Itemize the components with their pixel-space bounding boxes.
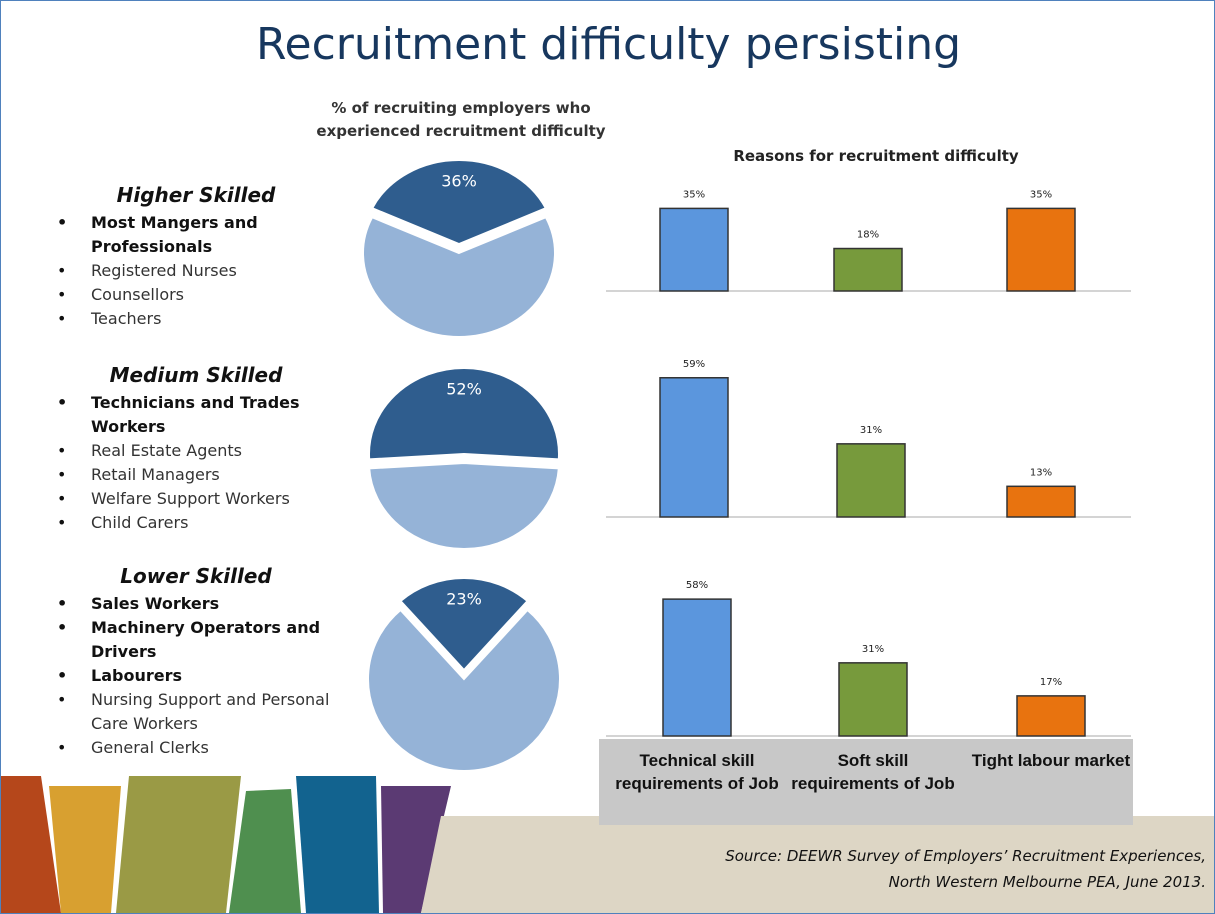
list-item: Labourers xyxy=(51,664,336,688)
group-heading: Lower Skilled xyxy=(51,564,341,588)
slice-label: 36% xyxy=(441,172,477,191)
bar xyxy=(663,599,731,736)
bar-value-label: 18% xyxy=(857,230,879,241)
bar-value-label: 13% xyxy=(1030,467,1052,478)
list-item: Machinery Operators and Drivers xyxy=(51,616,336,664)
decor xyxy=(49,786,121,913)
list-item: Counsellors xyxy=(51,283,336,307)
list-item: Most Mangers and Professionals xyxy=(51,211,336,259)
bar-value-label: 59% xyxy=(683,359,705,370)
bar xyxy=(1007,486,1075,517)
group-heading: Higher Skilled xyxy=(51,183,341,207)
item-list: Sales WorkersMachinery Operators and Dri… xyxy=(51,592,351,760)
bar xyxy=(1007,208,1075,291)
skill-group: Higher Skilled Most Mangers and Professio… xyxy=(51,183,351,331)
pie-title: % of recruiting employers who experience… xyxy=(291,97,631,143)
decor xyxy=(229,789,301,913)
source-line: North Western Melbourne PEA, June 2013. xyxy=(889,873,1206,891)
category-label: Technical skill requirements of Job xyxy=(612,749,782,795)
bar xyxy=(660,208,728,291)
list-item: Registered Nurses xyxy=(51,259,336,283)
decor xyxy=(116,776,241,913)
list-item: Welfare Support Workers xyxy=(51,487,336,511)
slice-label: 52% xyxy=(446,380,482,399)
bar xyxy=(839,663,907,736)
slice-label: 23% xyxy=(446,590,482,609)
list-item: Retail Managers xyxy=(51,463,336,487)
list-item: Sales Workers xyxy=(51,592,336,616)
bar-value-label: 17% xyxy=(1040,677,1062,688)
bar-title: Reasons for recruitment difficulty xyxy=(691,147,1061,165)
bar-value-label: 35% xyxy=(683,189,705,200)
slide-title: Recruitment difficulty persisting xyxy=(1,19,1215,70)
decor xyxy=(296,776,379,913)
list-item: Real Estate Agents xyxy=(51,439,336,463)
skill-group: Lower Skilled Sales WorkersMachinery Oper… xyxy=(51,564,351,760)
bar-value-label: 31% xyxy=(860,425,882,436)
group-heading: Medium Skilled xyxy=(51,363,341,387)
pie-slice xyxy=(369,463,559,549)
bar-value-label: 35% xyxy=(1030,189,1052,200)
bar xyxy=(837,444,905,517)
bar xyxy=(660,378,728,517)
list-item: General Clerks xyxy=(51,736,336,760)
item-list: Technicians and Trades WorkersReal Estat… xyxy=(51,391,351,535)
bar xyxy=(1017,696,1085,736)
bar-value-label: 31% xyxy=(862,644,884,655)
category-label: Soft skill requirements of Job xyxy=(788,749,958,795)
source-line: Source: DEEWR Survey of Employers’ Recru… xyxy=(725,847,1206,865)
list-item: Teachers xyxy=(51,307,336,331)
list-item: Technicians and Trades Workers xyxy=(51,391,336,439)
list-item: Nursing Support and Personal Care Worker… xyxy=(51,688,336,736)
list-item: Child Carers xyxy=(51,511,336,535)
bar-value-label: 58% xyxy=(686,580,708,591)
skill-group: Medium Skilled Technicians and Trades Wor… xyxy=(51,363,351,535)
item-list: Most Mangers and ProfessionalsRegistered… xyxy=(51,211,351,331)
category-label: Tight labour market xyxy=(966,749,1136,772)
bar xyxy=(834,249,902,291)
slide: 36% 52% 23% 35% 18% 35% 59% 31% 13% 58% 31% 17% Rec… xyxy=(0,0,1215,914)
